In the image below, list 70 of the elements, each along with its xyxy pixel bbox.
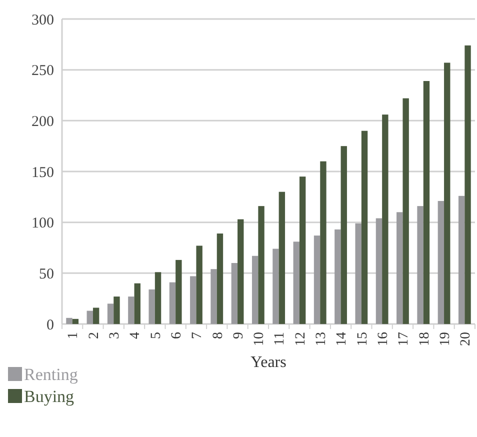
bar [154, 272, 162, 324]
x-tick-label: 14 [334, 332, 350, 346]
bar [314, 236, 320, 324]
x-tick-label: 1 [66, 332, 82, 339]
bar [299, 176, 306, 324]
bar [176, 260, 182, 324]
bar [382, 114, 388, 324]
y-tick-label: 150 [32, 164, 54, 181]
bar [438, 200, 444, 324]
y-tick-label: 300 [32, 12, 54, 28]
bar [361, 130, 368, 324]
bar [293, 242, 300, 324]
bar [340, 146, 347, 324]
bar [258, 206, 264, 324]
bar [210, 269, 217, 324]
bar [92, 308, 100, 324]
bar [114, 296, 120, 324]
x-tick-label: 6 [169, 332, 184, 339]
bar [444, 62, 450, 324]
bar [238, 219, 244, 324]
bar [464, 45, 471, 324]
bar [272, 248, 279, 324]
x-tick-label: 15 [355, 332, 370, 346]
y-tick-label: 250 [32, 63, 54, 80]
legend-label: Renting [24, 364, 78, 384]
x-tick-label: 4 [128, 332, 144, 339]
bar [86, 310, 93, 324]
bar [72, 318, 79, 324]
y-tick-label: 50 [39, 266, 54, 282]
x-axis-title: Years [250, 354, 286, 371]
bar [417, 206, 424, 324]
bar [458, 196, 465, 324]
x-tick-label: 11 [272, 332, 288, 346]
bar [148, 289, 155, 324]
bar [134, 283, 140, 324]
x-tick-label: 20 [458, 332, 474, 346]
x-tick-label: 9 [231, 332, 246, 339]
bar [169, 282, 176, 324]
x-tick-label: 5 [148, 332, 164, 339]
bar [252, 256, 258, 324]
x-tick-label: 3 [108, 332, 123, 339]
x-tick-label: 8 [210, 332, 226, 339]
bar [190, 276, 196, 324]
bar [216, 234, 224, 324]
bar [196, 246, 202, 324]
x-tick-label: 2 [86, 332, 102, 339]
x-tick-label: 17 [396, 332, 412, 346]
bar [376, 218, 382, 324]
bar [128, 296, 134, 324]
x-tick-label: 13 [314, 332, 330, 346]
x-tick-label: 16 [376, 332, 391, 346]
bar [396, 212, 403, 324]
x-tick-label: 18 [417, 332, 432, 346]
bar [107, 304, 114, 324]
x-tick-label: 10 [252, 332, 268, 346]
bar [402, 98, 409, 324]
x-tick-label: 7 [190, 332, 206, 339]
bar [278, 192, 286, 324]
x-tick-label: 19 [438, 332, 453, 346]
bar [423, 81, 430, 324]
bar [355, 223, 362, 324]
y-tick-label: 100 [32, 216, 54, 232]
legend-label: Buying [24, 386, 75, 406]
bar [334, 229, 341, 324]
bar [231, 263, 238, 324]
bar [320, 161, 326, 324]
x-tick-label: 12 [293, 332, 308, 346]
y-tick-label: 0 [46, 317, 54, 334]
bar [66, 318, 72, 324]
y-tick-label: 200 [32, 114, 54, 130]
